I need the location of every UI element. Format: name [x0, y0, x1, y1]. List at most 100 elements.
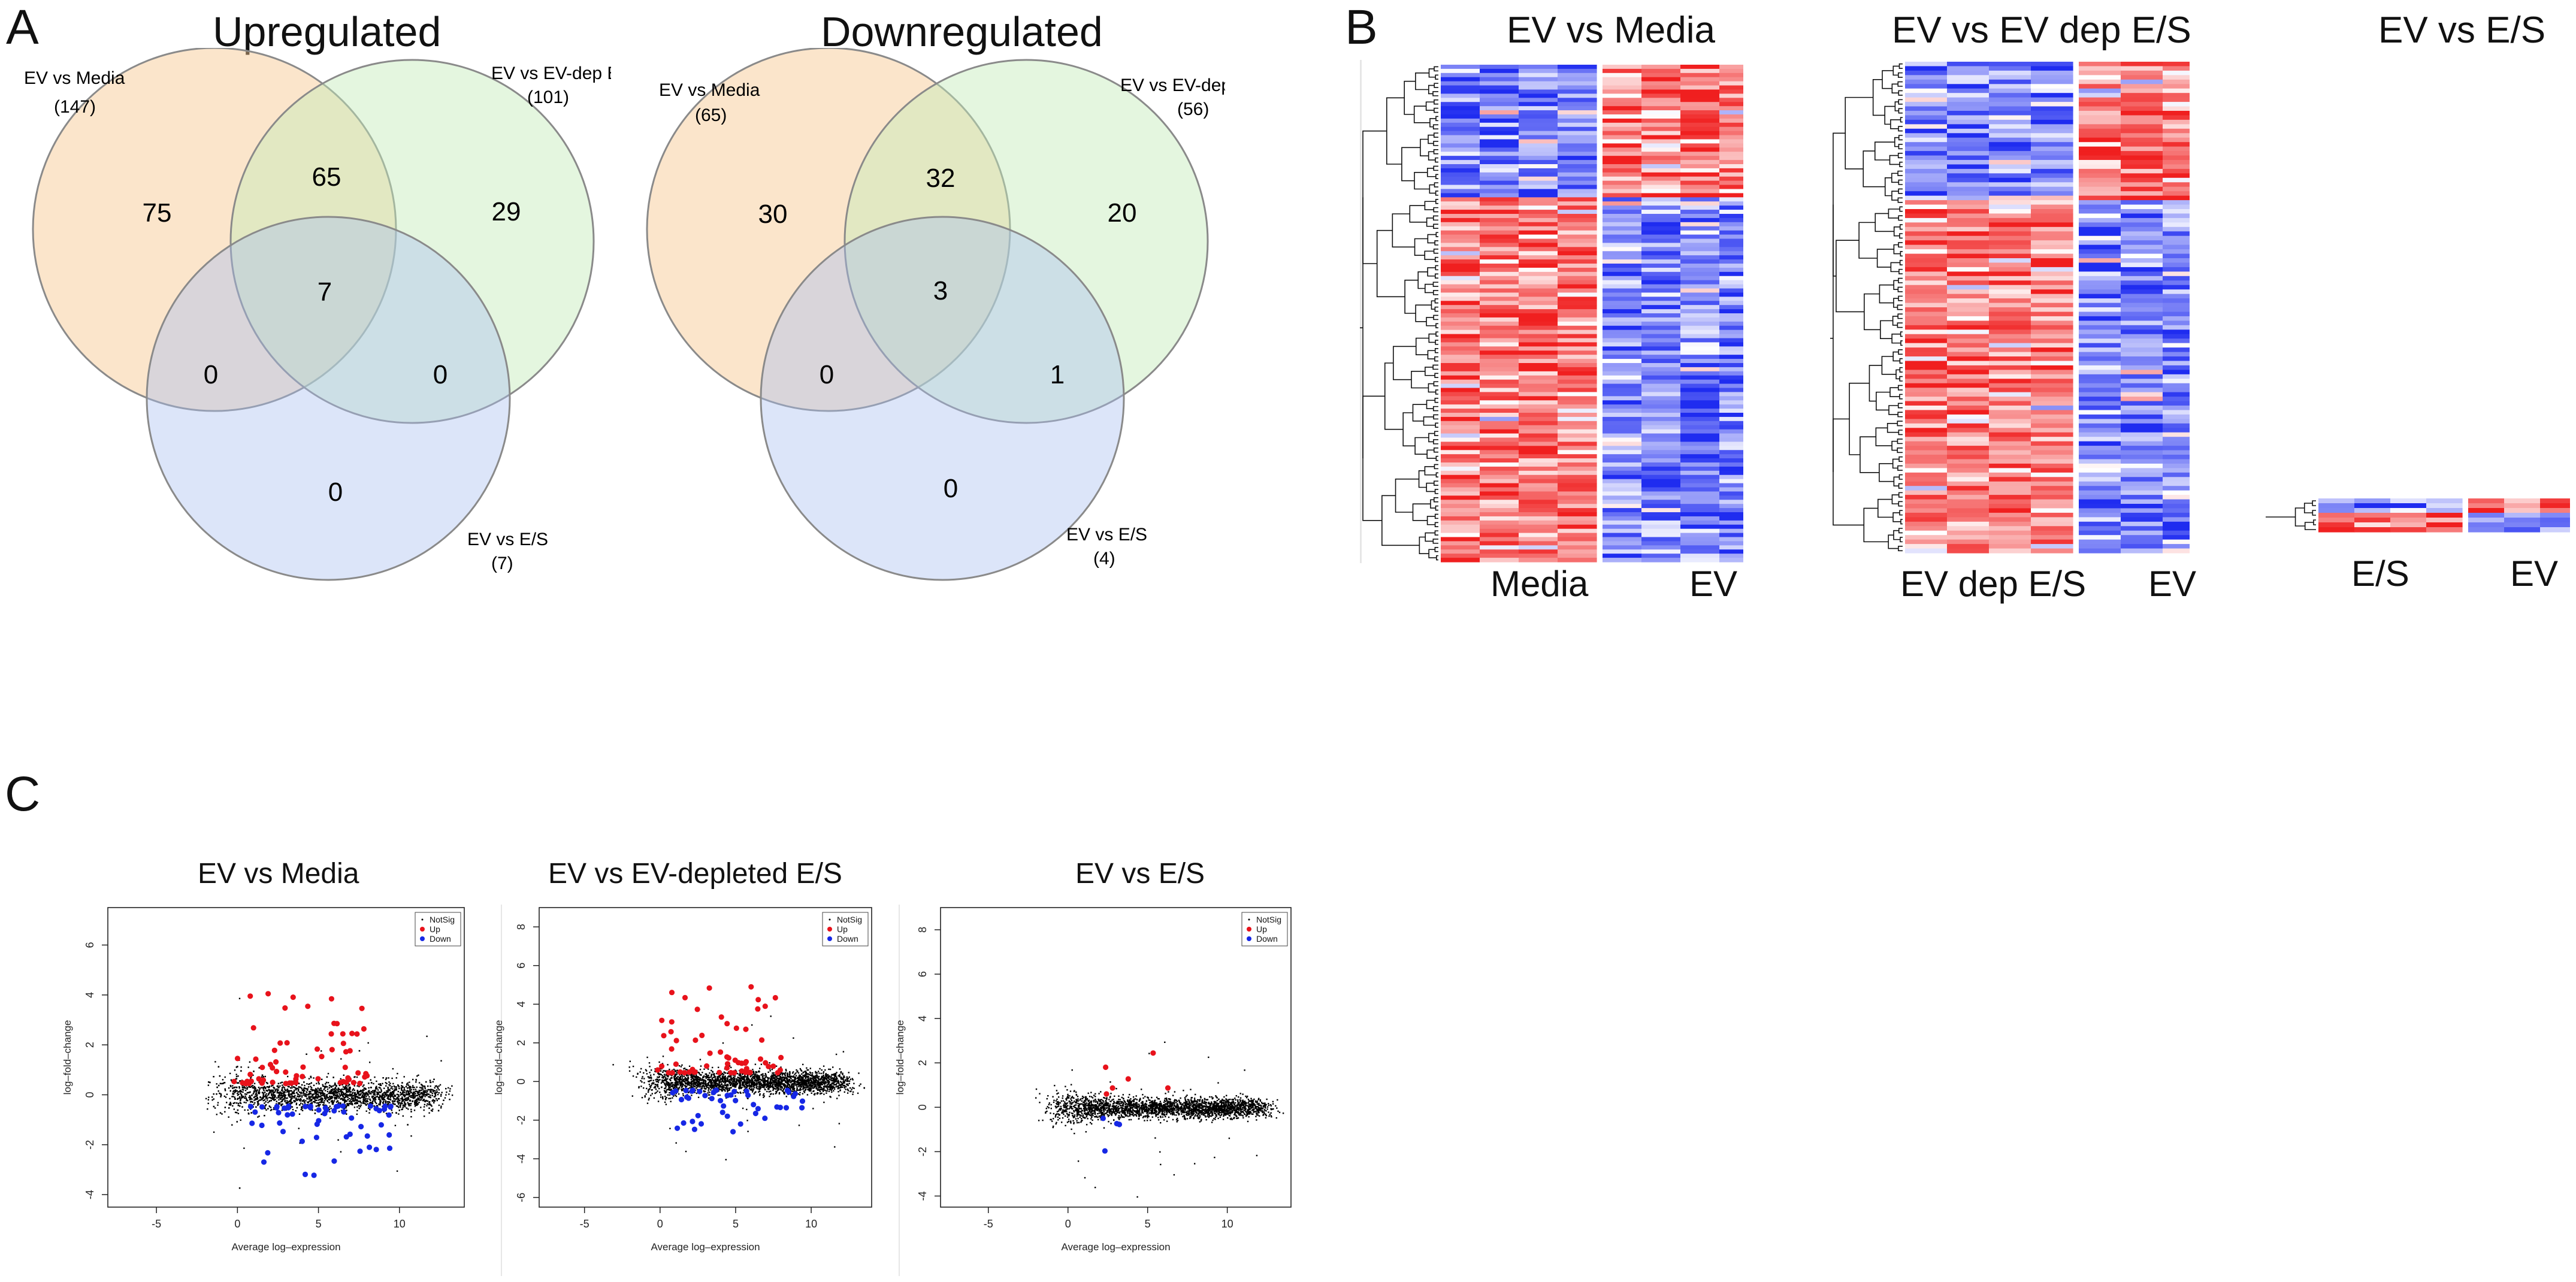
dendrogram: [1830, 63, 1903, 552]
venn-region-ac: 0: [204, 360, 218, 389]
venn-set-a-label: EV vs Media: [24, 68, 125, 88]
svg-text:Up: Up: [430, 924, 440, 934]
ma-plot-2: -5 0 5 10 -6 -4 -2 0 2 4 6 8 Average log–expression l…: [493, 907, 872, 1253]
ma-plot-3: -5 0 5 10 -4 -2 0 2 4 6 8 Average log–expression log…: [894, 907, 1292, 1253]
venn-region-c-only: 0: [328, 477, 343, 507]
scatter-points: [1035, 1041, 1284, 1198]
y-tick-label: 0: [917, 1104, 929, 1110]
ma-plot-1-title: EV vs Media: [198, 858, 359, 890]
heatmap-1-label-media: Media: [1490, 564, 1589, 604]
panel-c-divider-1: [501, 905, 502, 1276]
y-tick-label: -2: [917, 1147, 929, 1156]
heatmap-2-label-evdep: EV dep E/S: [1900, 564, 2087, 604]
heatmap-2: [1830, 62, 2190, 554]
heatmap-3-label-es: E/S: [2351, 554, 2409, 594]
y-axis-label: log–fold–change: [894, 1020, 906, 1095]
panel-b-divider: [1360, 60, 1362, 563]
heatmap-cells: [2318, 498, 2570, 533]
y-tick-label: 2: [917, 1060, 929, 1066]
venn-downregulated: EV vs Media (65) EV vs EV-dep E/S (56) E…: [646, 48, 1225, 581]
heatmap-3-label-ev: EV: [2510, 554, 2559, 594]
x-tick-label: -5: [580, 1218, 589, 1230]
plot-frame: [107, 907, 465, 1208]
heatmap-3: [2266, 498, 2570, 533]
y-axis-label: log–fold–change: [493, 1020, 504, 1095]
venn-set-b-count: (56): [1177, 99, 1209, 119]
venn-set-c-label: EV vs E/S: [467, 530, 548, 549]
y-tick-label: 8: [917, 927, 929, 933]
dendrogram: [1360, 66, 1438, 561]
venn-region-ab: 65: [312, 162, 341, 192]
ma-plot-3-title: EV vs E/S: [1075, 858, 1205, 890]
venn-region-bc: 1: [1050, 360, 1065, 389]
x-tick-label: 10: [394, 1218, 406, 1230]
y-tick-label: -4: [917, 1191, 929, 1201]
venn-upregulated-title: Upregulated: [213, 8, 442, 55]
venn-set-b-circle: [843, 59, 1209, 424]
venn-set-a-label: EV vs Media: [659, 80, 760, 100]
venn-set-b-count: (101): [527, 87, 569, 107]
x-tick-label: 5: [316, 1218, 322, 1230]
plot-frame: [940, 907, 1292, 1208]
y-tick-label: 4: [515, 1001, 527, 1007]
venn-region-c-only: 0: [944, 474, 958, 503]
heatmap-1-title: EV vs Media: [1507, 10, 1716, 51]
panel-a-letter: A: [6, 0, 39, 55]
venn-set-c-label: EV vs E/S: [1066, 525, 1147, 545]
venn-set-c-circle: [760, 216, 1125, 581]
venn-set-a-count: (65): [695, 105, 727, 125]
heatmap-3-title: EV vs E/S: [2378, 10, 2546, 51]
venn-region-bc: 0: [433, 360, 448, 389]
y-tick-label: 8: [515, 924, 527, 930]
y-tick-label: 0: [84, 1091, 96, 1097]
venn-set-b-label: EV vs EV-dep E/S: [491, 64, 611, 83]
x-tick-label: 10: [1222, 1218, 1233, 1230]
y-tick-label: 6: [917, 971, 929, 977]
venn-region-b-only: 29: [492, 197, 521, 226]
y-tick-label: -4: [515, 1154, 527, 1163]
scatter-points: [612, 984, 865, 1160]
venn-set-a-count: (147): [54, 97, 96, 117]
x-tick-label: 0: [657, 1218, 663, 1230]
venn-set-b-label: EV vs EV-dep E/S: [1120, 75, 1225, 95]
y-tick-label: -4: [84, 1190, 96, 1199]
venn-region-b-only: 20: [1108, 198, 1137, 228]
x-tick-label: 10: [805, 1218, 817, 1230]
x-tick-label: -5: [984, 1218, 993, 1230]
y-tick-label: -2: [515, 1115, 527, 1125]
venn-set-c-count: (4): [1093, 549, 1115, 569]
ma-plot-1: -5 0 5 10 -4 -2 0 2 4 6 Average log–expression log–…: [62, 907, 465, 1253]
y-tick-label: -6: [515, 1193, 527, 1202]
plot-frame: [539, 907, 872, 1208]
svg-text:Down: Down: [430, 934, 451, 944]
heatmap-cells: [1441, 65, 1743, 563]
y-tick-label: 2: [84, 1042, 96, 1048]
y-tick-label: 6: [515, 963, 527, 969]
heatmap-1-label-ev: EV: [1689, 564, 1738, 604]
y-tick-label: -2: [84, 1140, 96, 1150]
y-axis-label: log–fold–change: [62, 1020, 73, 1095]
venn-region-abc: 7: [318, 277, 332, 307]
venn-region-abc: 3: [933, 276, 948, 306]
x-tick-label: -5: [152, 1218, 161, 1230]
ma-plot-2-title: EV vs EV-depleted E/S: [548, 858, 842, 890]
venn-region-ab: 32: [926, 164, 956, 193]
svg-text:NotSig: NotSig: [430, 915, 455, 924]
venn-set-c-count: (7): [491, 554, 513, 573]
svg-text:Down: Down: [837, 934, 858, 944]
x-axis-label: Average log–expression: [651, 1241, 760, 1253]
panel-c-divider-2: [899, 905, 900, 1276]
panel-c-letter: C: [5, 767, 41, 821]
svg-text:Up: Up: [837, 924, 848, 934]
heatmap-2-label-ev: EV: [2148, 564, 2197, 604]
venn-set-c-circle: [146, 216, 511, 581]
x-tick-label: 5: [733, 1218, 739, 1230]
venn-upregulated: EV vs Media (147) EV vs EV-dep E/S (101)…: [24, 48, 611, 581]
y-tick-label: 0: [515, 1078, 527, 1084]
x-tick-label: 0: [1065, 1218, 1071, 1230]
venn-region-a-only: 75: [143, 198, 172, 228]
x-tick-label: 5: [1145, 1218, 1151, 1230]
venn-region-ac: 0: [820, 360, 834, 389]
